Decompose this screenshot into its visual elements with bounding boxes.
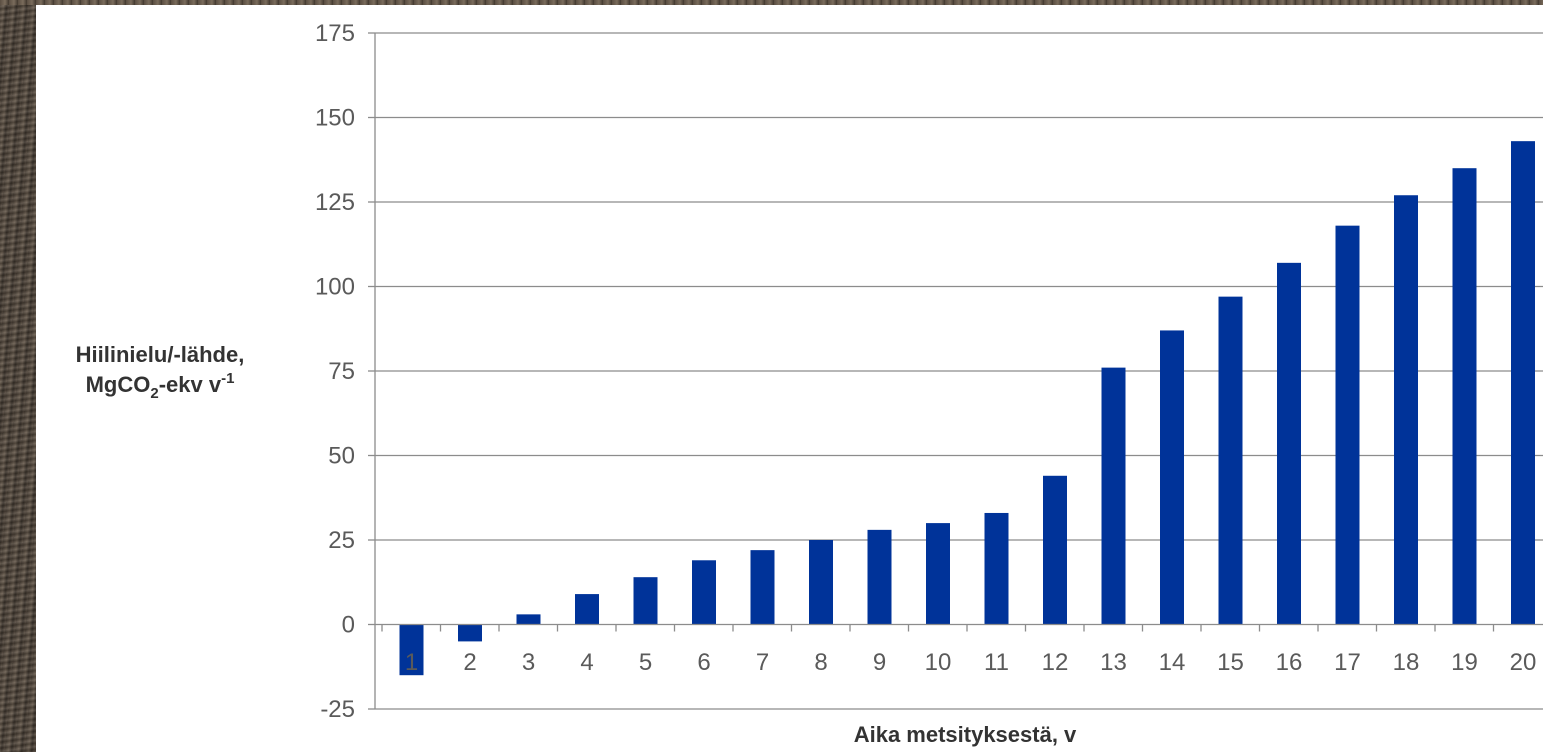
x-tick-label: 17 bbox=[1334, 649, 1361, 676]
photo-background-strip bbox=[0, 0, 36, 752]
y-tick-label: 150 bbox=[315, 105, 355, 132]
bar-20 bbox=[1511, 141, 1535, 625]
x-tick-label: 13 bbox=[1100, 649, 1127, 676]
gridlines bbox=[375, 32, 1543, 710]
y-tick-label: 125 bbox=[315, 189, 355, 216]
bar-2 bbox=[458, 624, 482, 642]
y-tick-label: 25 bbox=[328, 527, 355, 554]
x-tick-label: 18 bbox=[1393, 649, 1420, 676]
bar-13 bbox=[1101, 367, 1126, 625]
bar-8 bbox=[809, 540, 833, 625]
bar-11 bbox=[984, 512, 1009, 625]
bar-18 bbox=[1394, 195, 1418, 625]
x-tick-label: 12 bbox=[1042, 649, 1069, 676]
x-tick-label: 14 bbox=[1159, 649, 1186, 676]
x-tick-label: 4 bbox=[580, 649, 593, 676]
bar-5 bbox=[633, 577, 658, 625]
bar-7 bbox=[750, 550, 775, 625]
bar-3 bbox=[516, 614, 541, 625]
x-tick-label: 20 bbox=[1510, 649, 1537, 676]
bar-16 bbox=[1277, 262, 1301, 625]
x-tick-label: 9 bbox=[873, 649, 886, 676]
bar-4 bbox=[575, 594, 599, 625]
bar-10 bbox=[926, 523, 950, 625]
y-tick-label: 0 bbox=[342, 612, 355, 639]
x-tick-label: 19 bbox=[1451, 649, 1478, 676]
bar-6 bbox=[692, 560, 716, 625]
axes bbox=[368, 32, 1543, 710]
x-tick-label: 16 bbox=[1276, 649, 1303, 676]
y-axis-title-line2: MgCO2-ekv v-1 bbox=[86, 370, 235, 402]
x-tick-label: 2 bbox=[463, 649, 476, 676]
y-tick-label: -25 bbox=[320, 696, 355, 723]
x-tick-label: 1 bbox=[405, 649, 418, 676]
y-tick-label: 75 bbox=[328, 358, 355, 385]
x-tick-label: 11 bbox=[984, 649, 1009, 676]
y-axis-title-line1: Hiilinielu/-lähde, bbox=[76, 342, 245, 367]
x-tick-label: 10 bbox=[925, 649, 952, 676]
bar-17 bbox=[1335, 225, 1360, 625]
x-tick-label: 8 bbox=[814, 649, 827, 676]
x-tick-label: 5 bbox=[639, 649, 652, 676]
bar-12 bbox=[1043, 475, 1067, 625]
y-tick-labels: 175 150 125 100 75 50 25 0 -25 bbox=[315, 20, 355, 723]
bar-1 bbox=[399, 624, 424, 676]
x-tick-label: 15 bbox=[1217, 649, 1244, 676]
bar-14 bbox=[1160, 330, 1184, 625]
x-tick-label: 3 bbox=[522, 649, 535, 676]
bars bbox=[399, 141, 1535, 676]
bar-9 bbox=[867, 529, 892, 625]
x-axis-title: Aika metsityksestä, v bbox=[854, 722, 1077, 747]
x-tick-labels: 1 2 3 4 5 6 7 8 9 10 11 12 13 14 15 16 17 18 19 20 bbox=[405, 649, 1537, 676]
y-tick-label: 175 bbox=[315, 20, 355, 47]
y-tick-label: 100 bbox=[315, 274, 355, 301]
bar-19 bbox=[1452, 168, 1477, 625]
bar-15 bbox=[1218, 296, 1243, 625]
photo-background-top-strip bbox=[0, 0, 1543, 5]
y-tick-label: 50 bbox=[328, 443, 355, 470]
x-tick-label: 6 bbox=[697, 649, 710, 676]
x-tick-label: 7 bbox=[756, 649, 769, 676]
